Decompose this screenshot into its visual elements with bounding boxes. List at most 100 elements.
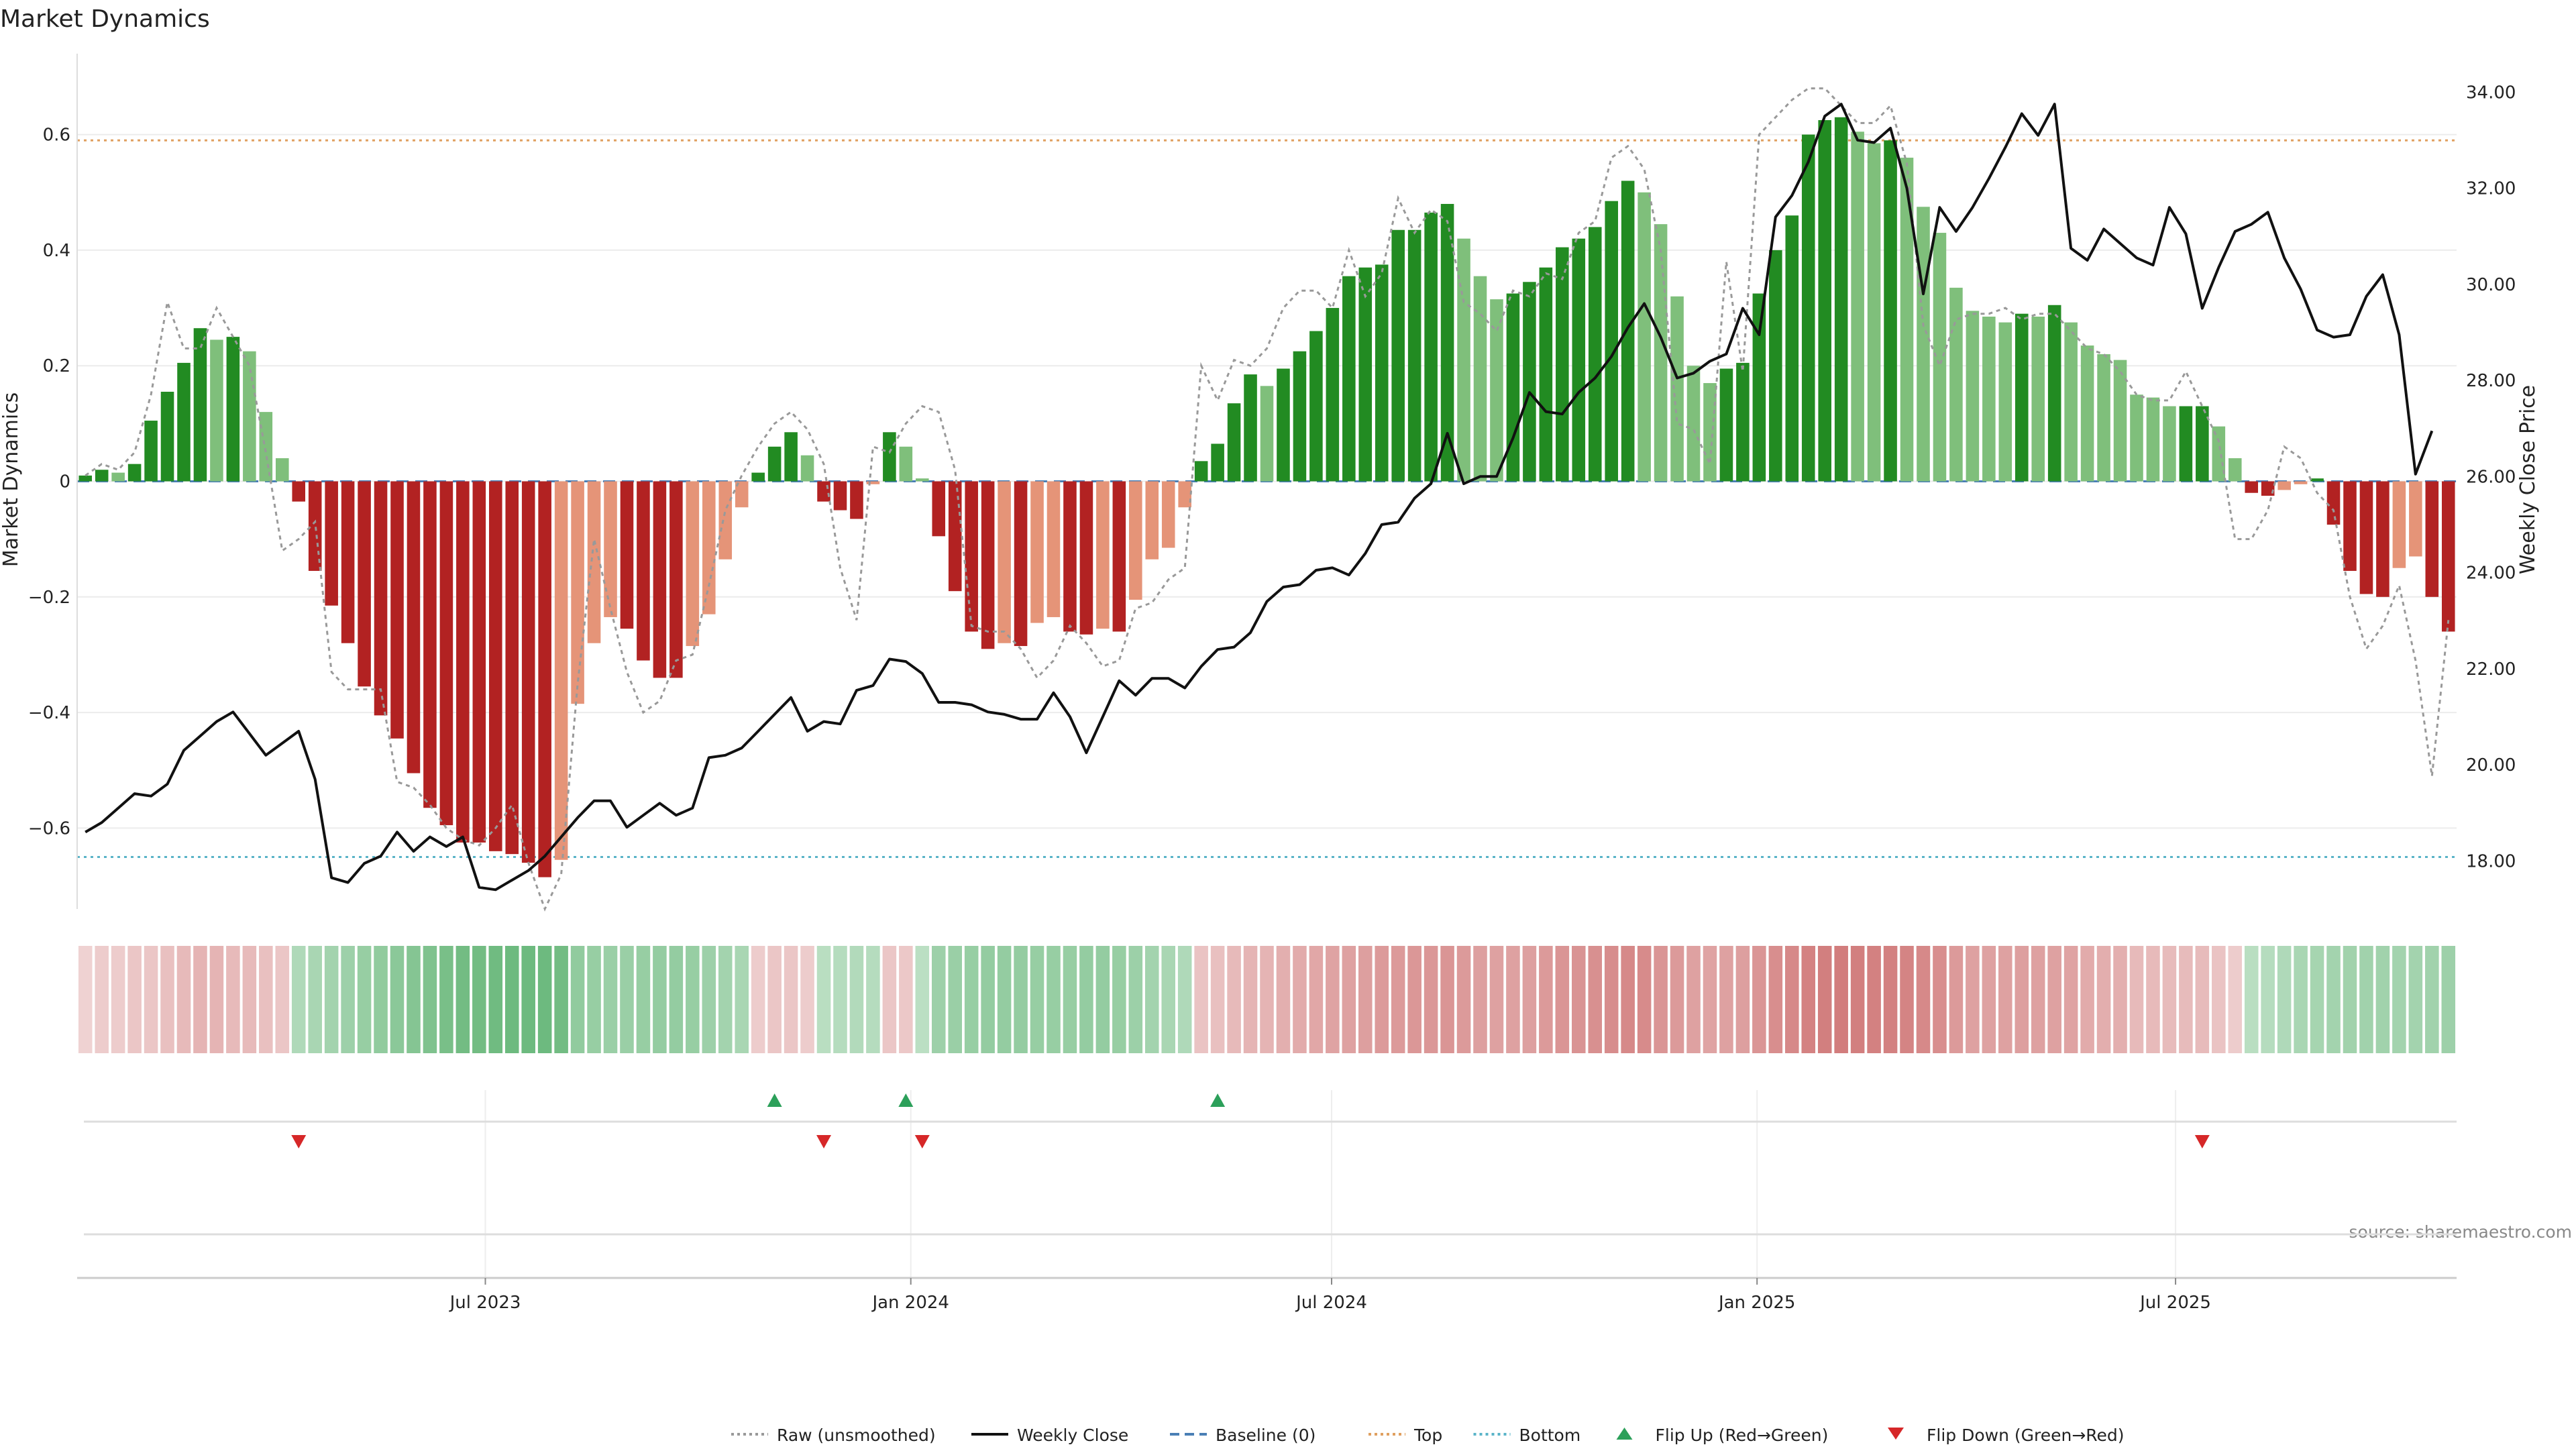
- bar: [1752, 293, 1766, 482]
- y2-tick-label: 34.00: [2466, 83, 2516, 103]
- bar: [669, 481, 683, 678]
- axes: −0.6 −0.4 −0.2 0 0.2 0.4 0.6 18.00 20.00 22.00 24.…: [28, 54, 2516, 909]
- bar: [1326, 308, 1340, 482]
- x-tick-label: Jan 2024: [871, 1293, 949, 1313]
- bar: [275, 458, 289, 482]
- heat-cell: [1719, 946, 1733, 1053]
- heat-cell: [1440, 946, 1454, 1053]
- bar: [160, 391, 174, 482]
- bar: [1605, 201, 1618, 482]
- bar: [2261, 481, 2275, 496]
- bar: [883, 432, 896, 482]
- heat-cell: [78, 946, 93, 1053]
- bar: [1375, 264, 1389, 482]
- legend-item: Bottom: [1473, 1426, 1580, 1445]
- bar: [1473, 276, 1487, 482]
- heat-cell: [1194, 946, 1208, 1053]
- bar: [1966, 311, 1980, 482]
- heat-cell: [1227, 946, 1241, 1053]
- heat-cell: [1144, 946, 1159, 1053]
- heat-cell: [1621, 946, 1635, 1053]
- heat-cell: [1095, 946, 1110, 1053]
- heat-cell: [2146, 946, 2160, 1053]
- heat-cell: [1752, 946, 1766, 1053]
- heat-cell: [2441, 946, 2456, 1053]
- bar: [817, 481, 830, 502]
- bar: [850, 481, 863, 519]
- bar: [604, 481, 617, 617]
- y2-tick-label: 30.00: [2466, 275, 2516, 295]
- bar: [505, 481, 519, 855]
- heat-cell: [1883, 946, 1898, 1053]
- heat-cell: [1850, 946, 1865, 1053]
- bar: [1342, 276, 1356, 482]
- heat-cell: [1342, 946, 1356, 1053]
- flip-down-marker: [291, 1135, 307, 1148]
- legend-item: Top: [1368, 1426, 1442, 1445]
- heat-cell: [1867, 946, 1881, 1053]
- heat-cell: [1030, 946, 1044, 1053]
- flip-up-marker: [898, 1093, 914, 1107]
- heat-cell: [1128, 946, 1143, 1053]
- heat-cell: [1210, 946, 1225, 1053]
- y-tick-label: 0: [59, 472, 70, 492]
- bar: [686, 481, 700, 647]
- bar: [965, 481, 978, 632]
- heat-cell: [2179, 946, 2193, 1053]
- heat-cell: [2063, 946, 2078, 1053]
- heat-cell: [455, 946, 470, 1053]
- heat-cell: [1506, 946, 1520, 1053]
- bar: [653, 481, 667, 678]
- x-tick-label: Jan 2025: [1717, 1293, 1796, 1313]
- heat-cell: [259, 946, 273, 1053]
- bar: [1227, 403, 1241, 482]
- heat-cell: [1079, 946, 1093, 1053]
- heat-cell: [1817, 946, 1832, 1053]
- heat-cell: [1555, 946, 1570, 1053]
- heat-cell: [1933, 946, 1947, 1053]
- heat-cell: [2310, 946, 2324, 1053]
- bar: [325, 481, 338, 606]
- bar: [620, 481, 634, 629]
- x-axis: Jul 2023 Jan 2024 Jul 2024 Jan 2025 Jul 2025: [77, 1277, 2457, 1313]
- heat-cell: [1735, 946, 1750, 1053]
- heat-cell: [653, 946, 667, 1053]
- bar: [1407, 229, 1421, 482]
- heat-cell: [2212, 946, 2226, 1053]
- heat-cell: [1293, 946, 1307, 1053]
- heat-cell: [636, 946, 651, 1053]
- heat-cell: [915, 946, 930, 1053]
- y2-tick-label: 22.00: [2466, 659, 2516, 680]
- bar: [2146, 397, 2160, 482]
- heat-cell: [1489, 946, 1504, 1053]
- bar: [916, 478, 929, 482]
- bar: [2212, 426, 2226, 482]
- legend-label: Flip Up (Red→Green): [1656, 1426, 1829, 1445]
- y2-tick-label: 18.00: [2466, 851, 2516, 871]
- bar: [1424, 212, 1438, 482]
- bar: [1440, 203, 1454, 482]
- legend-label: Weekly Close: [1017, 1426, 1128, 1445]
- bar: [1046, 481, 1061, 617]
- bar: [111, 472, 125, 482]
- bar: [456, 481, 470, 843]
- bar: [554, 481, 568, 860]
- heat-cell: [1801, 946, 1816, 1053]
- heat-cell: [521, 946, 535, 1053]
- heat-cell: [423, 946, 437, 1053]
- bar: [637, 481, 650, 661]
- heat-cell: [308, 946, 322, 1053]
- heat-cell: [1276, 946, 1291, 1053]
- heat-cell: [964, 946, 979, 1053]
- bar: [2343, 481, 2357, 572]
- heat-cell: [849, 946, 864, 1053]
- bar: [735, 481, 749, 508]
- bar: [1391, 229, 1405, 482]
- y2-tick-label: 28.00: [2466, 371, 2516, 391]
- heat-cell: [1375, 946, 1389, 1053]
- bar: [1129, 481, 1142, 600]
- bar: [1917, 207, 1930, 482]
- heat-cell: [1161, 946, 1176, 1053]
- heat-cell: [2228, 946, 2243, 1053]
- heat-cell: [882, 946, 897, 1053]
